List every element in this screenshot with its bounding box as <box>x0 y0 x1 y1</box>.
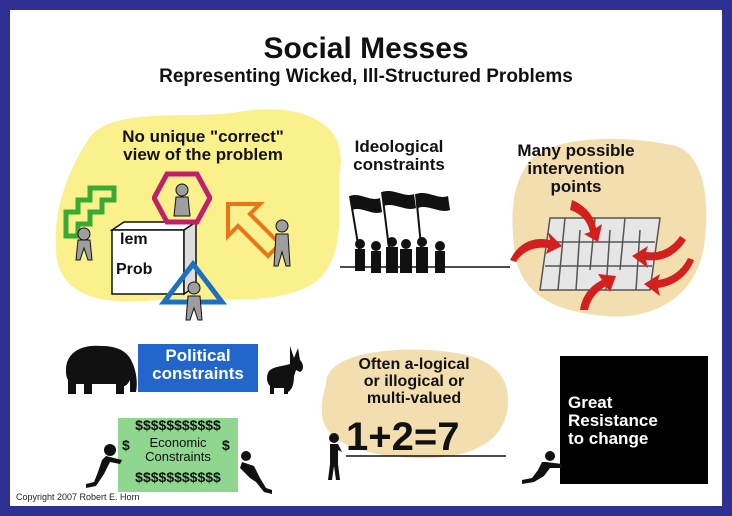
equation-underline <box>346 455 506 457</box>
resistance-line2: Resistance <box>568 410 658 430</box>
resistance-box <box>560 356 708 484</box>
blue-triangle-icon <box>158 259 228 321</box>
political-label: Political constraints <box>138 347 258 383</box>
ideological-line1: Ideological <box>354 137 444 156</box>
economic-line1: Economic <box>149 435 207 450</box>
intervention-line1: Many possible <box>517 141 635 160</box>
alogical-line3: multi-valued <box>366 389 462 407</box>
pushing-figure-left-icon <box>86 444 122 488</box>
economic-constraints-box <box>118 418 238 492</box>
resistance-line1: Great <box>568 393 613 412</box>
alogical-label: Often a-logical or illogical or multi-va… <box>326 356 502 407</box>
maze-with-arrows-icon <box>510 200 694 310</box>
political-constraints-box <box>138 344 258 392</box>
ideological-label: Ideological constraints <box>344 138 454 174</box>
intervention-line2: intervention <box>527 158 625 178</box>
resistance-line3: to change <box>568 428 649 448</box>
economic-dollar-right: $ <box>222 437 230 453</box>
resistance-label: Great Resistance to change <box>568 394 698 448</box>
protesters-with-flags-icon <box>349 191 450 273</box>
ground-line <box>340 266 510 268</box>
intervention-label: Many possible intervention points <box>506 142 646 196</box>
slide-title: Social Messes <box>263 32 469 65</box>
economic-dollars-top: $$$$$$$$$$$ <box>135 417 221 433</box>
problem-box-top-text: lem <box>120 231 148 248</box>
orange-arrow-icon <box>226 202 291 267</box>
donkey-icon <box>267 346 303 394</box>
economic-label: Economic Constraints <box>128 436 228 463</box>
economic-dollars-bottom: $$$$$$$$$$$ <box>135 469 221 485</box>
pushing-figure-resistance-icon <box>522 451 562 484</box>
tan-blob-alogical <box>321 349 509 459</box>
equation-text: 1+2=7 <box>346 415 460 459</box>
problem-box-bottom-text: Prob <box>116 261 153 278</box>
no-unique-view-label: No unique "correct" view of the problem <box>98 128 308 164</box>
slide-subtitle: Representing Wicked, Ill-Structured Prob… <box>159 66 573 87</box>
alogical-line2: or illogical or <box>363 372 465 390</box>
economic-line2: Constraints <box>145 448 211 464</box>
elephant-icon <box>66 345 137 394</box>
green-staircase-icon <box>63 185 117 261</box>
economic-dollar-left: $ <box>122 437 130 453</box>
intervention-line3: points <box>550 176 602 196</box>
alogical-line1: Often a-logical <box>358 356 470 373</box>
no-unique-line2: view of the problem <box>123 144 283 164</box>
copyright-text: Copyright 2007 Robert E. Horn <box>16 492 140 502</box>
no-unique-line1: No unique "correct" <box>122 127 284 146</box>
thinking-figure-icon <box>328 433 342 480</box>
magenta-hexagon-icon <box>152 171 212 225</box>
pushing-figure-right-icon <box>240 451 272 494</box>
ideological-line2: constraints <box>353 154 445 174</box>
political-line2: constraints <box>152 363 244 383</box>
political-line1: Political <box>165 346 231 365</box>
